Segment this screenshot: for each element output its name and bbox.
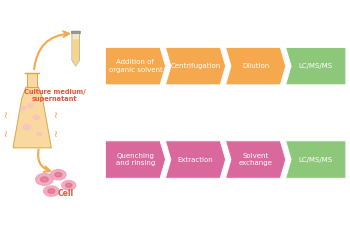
Polygon shape bbox=[166, 141, 226, 178]
Polygon shape bbox=[226, 141, 286, 178]
Circle shape bbox=[36, 174, 53, 185]
Text: ~: ~ bbox=[2, 127, 12, 136]
Text: LC/MS/MS: LC/MS/MS bbox=[299, 157, 333, 163]
Text: Addition of
organic solvent: Addition of organic solvent bbox=[108, 59, 162, 73]
Circle shape bbox=[21, 106, 26, 110]
Polygon shape bbox=[166, 47, 226, 85]
Polygon shape bbox=[226, 47, 286, 85]
Text: LC/MS/MS: LC/MS/MS bbox=[299, 63, 333, 69]
Circle shape bbox=[33, 115, 40, 120]
Polygon shape bbox=[286, 47, 346, 85]
Circle shape bbox=[37, 132, 42, 136]
Text: Culture medium/
supernatant: Culture medium/ supernatant bbox=[24, 90, 86, 102]
Circle shape bbox=[41, 177, 48, 182]
Circle shape bbox=[48, 189, 55, 193]
Polygon shape bbox=[72, 31, 79, 66]
Circle shape bbox=[51, 170, 66, 180]
Text: ~: ~ bbox=[52, 127, 62, 136]
Polygon shape bbox=[27, 73, 37, 87]
Polygon shape bbox=[105, 141, 166, 178]
Circle shape bbox=[23, 124, 31, 129]
Polygon shape bbox=[72, 39, 79, 66]
Polygon shape bbox=[105, 47, 166, 85]
Text: ~: ~ bbox=[52, 109, 62, 117]
Circle shape bbox=[28, 104, 33, 108]
Text: Dilution: Dilution bbox=[242, 63, 269, 69]
Text: Extraction: Extraction bbox=[178, 157, 214, 163]
Text: Cell: Cell bbox=[57, 189, 74, 198]
Text: Solvent
exchange: Solvent exchange bbox=[239, 153, 273, 166]
Circle shape bbox=[55, 172, 62, 177]
Text: Quenching
and rinsing: Quenching and rinsing bbox=[116, 153, 155, 166]
Circle shape bbox=[44, 186, 59, 196]
Circle shape bbox=[62, 180, 76, 190]
Polygon shape bbox=[286, 141, 346, 178]
Text: Centrifugation: Centrifugation bbox=[170, 63, 220, 69]
Polygon shape bbox=[13, 87, 51, 148]
Text: ~: ~ bbox=[2, 109, 12, 117]
Circle shape bbox=[66, 183, 72, 187]
